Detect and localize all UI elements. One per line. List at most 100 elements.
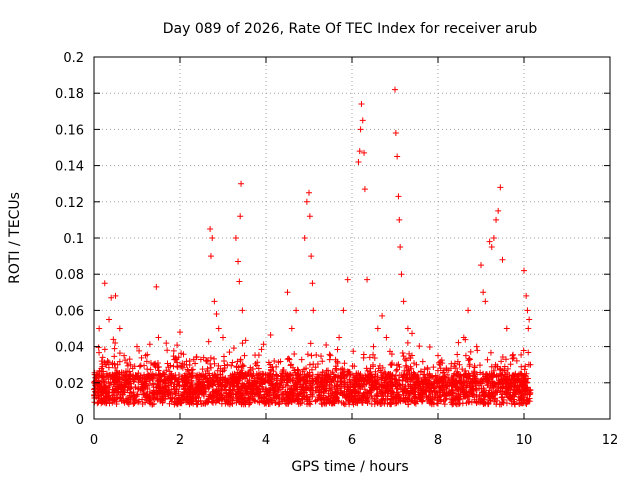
background-point (325, 393, 332, 400)
y-tick-label: 0.18 (55, 87, 84, 102)
background-point (192, 360, 199, 367)
background-point (514, 382, 521, 389)
background-point (323, 342, 330, 349)
data-point (336, 334, 343, 341)
background-point (360, 378, 367, 385)
background-point (426, 344, 433, 351)
background-point (455, 390, 462, 397)
background-point (249, 393, 256, 400)
background-point (141, 362, 148, 369)
background-point (452, 365, 459, 372)
background-point (202, 374, 209, 381)
background-point (113, 395, 120, 402)
background-point (335, 398, 342, 405)
background-point (237, 356, 244, 363)
background-point (259, 381, 266, 388)
background-point (372, 371, 379, 378)
background-point (234, 358, 241, 365)
background-point (143, 358, 150, 365)
background-point (136, 347, 143, 354)
background-point (455, 339, 462, 346)
background-point (309, 393, 316, 400)
background-point (245, 382, 252, 389)
background-point (318, 353, 325, 360)
data-point (527, 361, 534, 368)
background-point (184, 396, 191, 403)
background-point (298, 377, 305, 384)
data-point (473, 343, 480, 350)
background-point (487, 383, 494, 390)
background-point (395, 361, 402, 368)
data-point (359, 117, 366, 124)
background-point (217, 374, 224, 381)
background-point (352, 388, 359, 395)
background-point (360, 394, 367, 401)
background-point (223, 377, 230, 384)
data-point (426, 370, 433, 377)
data-point (96, 325, 103, 332)
background-point (378, 400, 385, 407)
background-point (221, 362, 228, 369)
background-point (319, 358, 326, 365)
background-point (303, 373, 310, 380)
background-point (241, 397, 248, 404)
background-point (165, 376, 172, 383)
background-point (420, 377, 427, 384)
background-point (358, 399, 365, 406)
data-point (524, 307, 531, 314)
background-point (348, 390, 355, 397)
background-point (238, 367, 245, 374)
background-point (193, 353, 200, 360)
data-point (153, 283, 160, 290)
background-point (380, 391, 387, 398)
background-point (212, 388, 219, 395)
background-point (187, 383, 194, 390)
background-point (484, 356, 491, 363)
background-point (194, 381, 201, 388)
background-point (423, 376, 430, 383)
background-point (453, 401, 460, 408)
background-point (459, 400, 466, 407)
background-point (198, 372, 205, 379)
background-point (410, 371, 417, 378)
background-point (113, 367, 120, 374)
background-point (170, 347, 177, 354)
data-point (465, 307, 472, 314)
background-point (139, 396, 146, 403)
background-point (479, 398, 486, 405)
background-point (251, 375, 258, 382)
background-point (482, 392, 489, 399)
background-point (183, 389, 190, 396)
background-point (357, 371, 364, 378)
background-point (188, 367, 195, 374)
background-point (521, 366, 528, 373)
background-point (503, 387, 510, 394)
background-point (518, 351, 525, 358)
background-point (275, 401, 282, 408)
background-point (518, 393, 525, 400)
background-point (513, 357, 520, 364)
background-point (493, 389, 500, 396)
background-point (159, 399, 166, 406)
background-point (483, 374, 490, 381)
background-point (163, 367, 170, 374)
background-point (401, 356, 408, 363)
data-point (358, 101, 365, 108)
background-point (287, 378, 294, 385)
background-point (387, 370, 394, 377)
background-point (326, 351, 333, 358)
background-point (101, 346, 108, 353)
background-point (154, 391, 161, 398)
background-point (190, 356, 197, 363)
background-point (517, 396, 524, 403)
background-point (174, 342, 181, 349)
background-point (452, 395, 459, 402)
background-point (205, 338, 212, 345)
background-point (144, 366, 151, 373)
y-tick-label: 0.04 (55, 341, 84, 356)
background-point (176, 381, 183, 388)
background-point (400, 353, 407, 360)
background-point (314, 360, 321, 367)
data-point (236, 278, 243, 285)
background-point (526, 391, 533, 398)
